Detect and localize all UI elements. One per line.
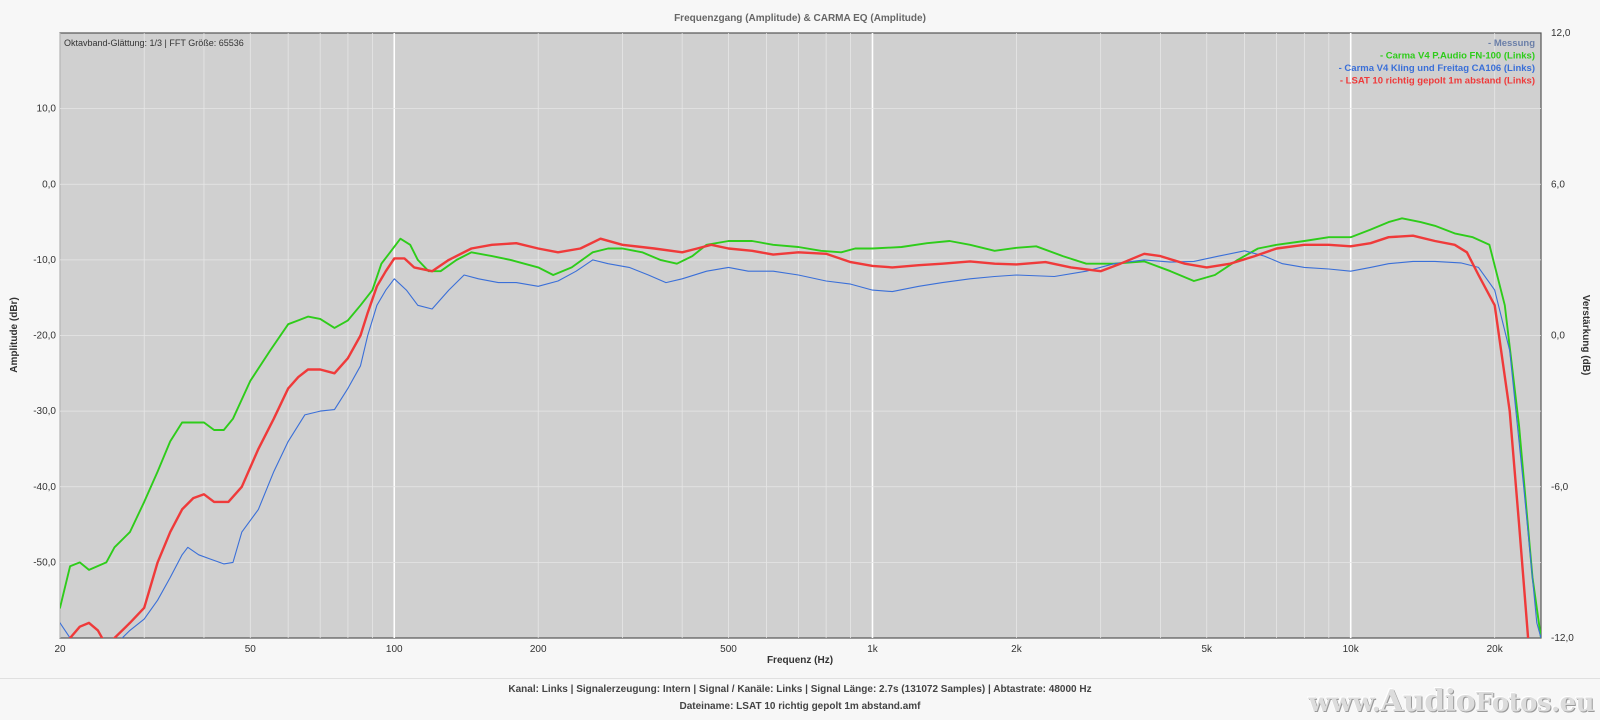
y-tick-label: -10,0 — [33, 255, 56, 266]
y2-tick-label: 12,0 — [1551, 28, 1571, 39]
y2-tick-label: 0,0 — [1551, 331, 1565, 342]
footer-divider — [0, 678, 1600, 679]
y2-tick-label: -6,0 — [1551, 482, 1569, 493]
series-line-2 — [60, 250, 1541, 638]
legend-entry-1: - Carma V4 P.Audio FN-100 (Links) — [1380, 51, 1535, 62]
footer-signal-info: Kanal: Links | Signalerzeugung: Intern |… — [508, 684, 1092, 695]
series-line-3 — [68, 234, 1530, 638]
y2-tick-label: 6,0 — [1551, 179, 1565, 190]
legend: - Messung - Carma V4 P.Audio FN-100 (Lin… — [1339, 38, 1536, 87]
legend-entry-2: - Carma V4 Kling und Freitag CA106 (Link… — [1339, 63, 1535, 74]
x-tick-label: 200 — [530, 644, 547, 655]
footer-filename: Dateiname: LSAT 10 richtig gepolt 1m abs… — [679, 701, 921, 712]
x-tick-label: 20 — [54, 644, 66, 655]
y-tick-label: -30,0 — [33, 406, 56, 417]
x-tick-label: 100 — [386, 644, 403, 655]
y-tick-label: 0,0 — [42, 179, 56, 190]
x-tick-label: 1k — [867, 644, 879, 655]
legend-header: - Messung — [1488, 38, 1535, 49]
y-axis-label: Amplitude (dBr) — [9, 297, 20, 373]
x-tick-label: 2k — [1011, 644, 1023, 655]
x-tick-label: 500 — [720, 644, 737, 655]
y2-axis-label: Verstärkung (dB) — [1580, 295, 1591, 376]
y-tick-label: -40,0 — [33, 482, 56, 493]
grid — [59, 33, 1541, 638]
y-tick-label: -50,0 — [33, 557, 56, 568]
y2-tick-label: -12,0 — [1551, 633, 1574, 644]
info-text: Oktavband-Glättung: 1/3 | FFT Größe: 655… — [64, 38, 244, 48]
chart-title: Frequenzgang (Amplitude) & CARMA EQ (Amp… — [674, 13, 926, 24]
axis-labels: 20 50 100 200 500 1k 2k 5k 10k 20k 10,0 0,0 -10,0 -20… — [33, 28, 1574, 655]
x-tick-label: 10k — [1343, 644, 1360, 655]
series-layer — [60, 217, 1541, 638]
x-tick-label: 50 — [245, 644, 257, 655]
y-tick-label: 10,0 — [37, 104, 57, 115]
x-axis-label: Frequenz (Hz) — [767, 655, 833, 666]
series-line-1 — [60, 217, 1541, 638]
frequency-response-chart: Frequenzgang (Amplitude) & CARMA EQ (Amp… — [9, 13, 1591, 666]
legend-entry-3: - LSAT 10 richtig gepolt 1m abstand (Lin… — [1340, 76, 1535, 87]
y-tick-label: -20,0 — [33, 331, 56, 342]
x-tick-label: 5k — [1201, 644, 1213, 655]
x-tick-label: 20k — [1487, 644, 1504, 655]
watermark-logo: www.AudioFotos.eu — [1308, 684, 1595, 719]
